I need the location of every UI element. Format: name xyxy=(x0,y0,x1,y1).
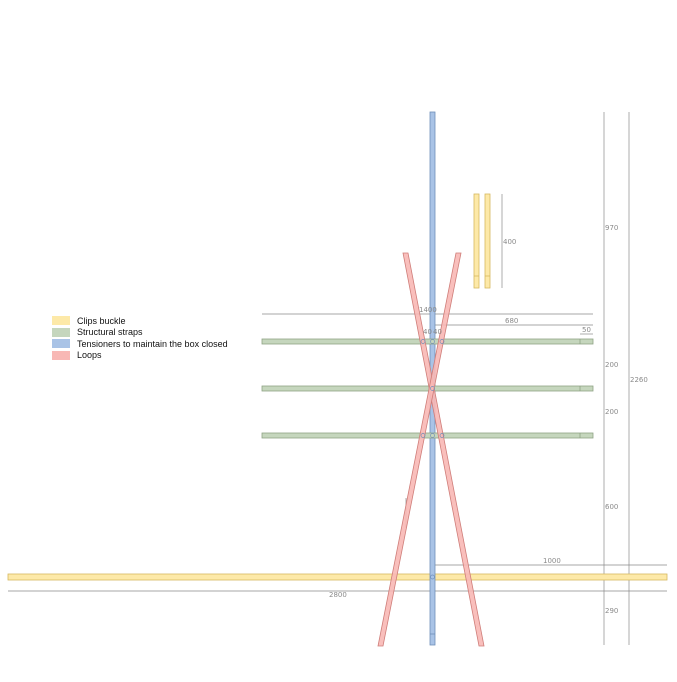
crossing-mark xyxy=(430,574,435,580)
structural-strap-2 xyxy=(261,385,594,392)
dim-label-center-gap-b: 40 xyxy=(433,328,442,336)
dim-label-strap-width: 1400 xyxy=(419,306,437,314)
dim-label-strap-spacing-2: 200 xyxy=(605,408,618,416)
legend-label: Clips buckle xyxy=(77,315,126,326)
crossing-mark xyxy=(430,386,435,391)
dimension-lines xyxy=(8,112,667,645)
legend-swatch-clips-buckle xyxy=(52,316,70,326)
dim-label-strap-half: 680 xyxy=(505,317,518,325)
legend-label: Tensioners to maintain the box closed xyxy=(77,338,228,349)
clip-buckle-right xyxy=(484,193,491,289)
structural-strap-3 xyxy=(261,432,594,439)
crossing-mark xyxy=(439,339,445,344)
loop-strap-right xyxy=(377,252,462,647)
base-clip-strap xyxy=(7,573,668,581)
dim-label-strap-end: 50 xyxy=(582,326,591,334)
dim-label-top-height: 970 xyxy=(605,224,618,232)
crossing-mark xyxy=(420,339,426,344)
legend-item-loops: Loops xyxy=(52,350,228,362)
crossing-marks xyxy=(420,339,445,580)
legend: Clips buckle Structural straps Tensioner… xyxy=(52,315,228,361)
dim-label-strap-spacing-1: 200 xyxy=(605,361,618,369)
structural-strap-1 xyxy=(261,338,594,345)
dim-label-center-gap-a: 40 xyxy=(423,328,432,336)
legend-label: Structural straps xyxy=(77,327,143,338)
crossing-mark xyxy=(430,339,435,344)
dim-label-bottom-height: 290 xyxy=(605,607,618,615)
legend-item-structural-straps: Structural straps xyxy=(52,327,228,339)
dim-label-lower-height: 600 xyxy=(605,503,618,511)
legend-swatch-structural-straps xyxy=(52,327,70,337)
crossing-mark xyxy=(430,433,435,438)
legend-item-tensioners: Tensioners to maintain the box closed xyxy=(52,338,228,350)
dim-label-clip-length: 400 xyxy=(503,238,516,246)
dim-label-total-height: 2260 xyxy=(630,376,648,384)
legend-label: Loops xyxy=(77,350,102,361)
crossing-mark xyxy=(439,433,445,438)
legend-swatch-loops xyxy=(52,350,70,360)
dim-label-base-total: 2800 xyxy=(329,591,347,599)
clip-buckle-left xyxy=(473,193,480,289)
crossing-mark xyxy=(420,433,426,438)
dim-label-base-right: 1000 xyxy=(543,557,561,565)
legend-item-clips-buckle: Clips buckle xyxy=(52,315,228,327)
legend-swatch-tensioners xyxy=(52,339,70,349)
loop-strap-left xyxy=(402,252,485,647)
